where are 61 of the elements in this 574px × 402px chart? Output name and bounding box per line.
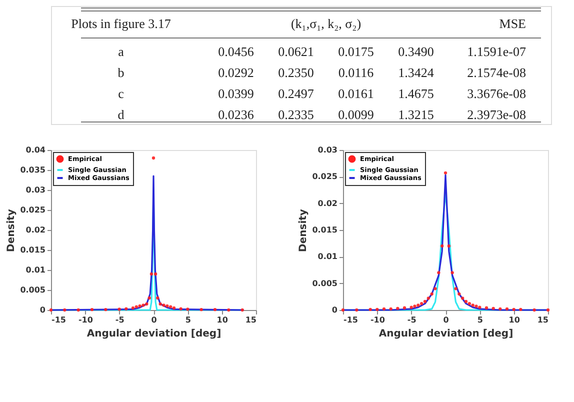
text: Plots in figure 3.17 [71, 16, 172, 31]
text: 0.0161 [338, 86, 374, 101]
text: 0.2497 [278, 86, 314, 101]
text: MSE [499, 16, 526, 31]
x-tick-label: 10 [216, 316, 228, 324]
x-tick-label: -5 [407, 316, 417, 324]
text: (k₁,σ₁, k₂, σ₂) [290, 16, 362, 31]
text: 0.0116 [338, 65, 374, 80]
y-axis-title: Density [6, 208, 18, 252]
y-tick-label: 0.005 [20, 286, 46, 294]
text: 1.3215 [398, 107, 434, 122]
x-tick-label: 15 [245, 316, 257, 324]
y-tick-label: 0.025 [312, 172, 338, 182]
text: 3.3676e-08 [467, 86, 526, 101]
x-tick-label: 10 [508, 316, 520, 324]
x-axis-title: Angular deviation [deg] [86, 328, 222, 340]
text: 1.1591e-07 [467, 44, 526, 59]
text: 0.0456 [218, 44, 254, 59]
y-tick-label: 0.02 [318, 198, 338, 208]
text: 0.2350 [278, 65, 314, 80]
text: a [118, 44, 124, 59]
text: c [118, 86, 124, 101]
x-tick-label: 15 [537, 316, 549, 324]
y-tick-label: 0.025 [20, 206, 46, 214]
text: 0.0175 [338, 44, 374, 59]
x-tick-label: -15 [52, 316, 66, 324]
x-tick-label: -15 [344, 316, 358, 324]
x-tick-label: 5 [185, 316, 192, 324]
text: 0.3490 [398, 44, 434, 59]
y-tick-label: 0.04 [26, 146, 46, 154]
y-tick-label: 0.015 [312, 226, 338, 234]
y-tick-label: 0.015 [20, 246, 46, 254]
x-tick-label: -10 [370, 316, 386, 324]
y-tick-label: 0 [40, 306, 46, 314]
text: d [118, 107, 125, 122]
y-tick-label: 0.03 [26, 186, 46, 194]
y-tick-label: 0 [332, 306, 338, 314]
text: 1.4675 [398, 86, 434, 101]
text: 2.1574e-08 [467, 65, 526, 80]
x-tick-label: -10 [78, 316, 94, 324]
text: b [118, 65, 124, 80]
x-tick-label: 0 [443, 316, 450, 324]
y-tick-label: 0.01 [318, 252, 338, 262]
y-tick-label: 0.03 [318, 146, 338, 154]
text: 0.0621 [278, 44, 314, 59]
y-tick-label: 0.02 [26, 226, 46, 234]
text: 0.0292 [218, 65, 254, 80]
text: 0.0099 [338, 107, 374, 122]
y-tick-label: 0.035 [20, 166, 46, 174]
text: 0.2335 [278, 107, 314, 122]
x-axis-title: Angular deviation [deg] [378, 328, 514, 340]
x-tick-label: -5 [115, 316, 125, 324]
text: 1.3424 [398, 65, 434, 80]
x-tick-label: 0 [151, 316, 158, 324]
y-tick-label: 0.01 [26, 266, 46, 274]
text: 0.0236 [218, 107, 254, 122]
y-axis-title: Density [298, 208, 310, 252]
x-tick-label: 5 [477, 316, 484, 324]
text: 2.3973e-08 [467, 107, 526, 122]
y-tick-label: 0.005 [312, 278, 338, 288]
text: 0.0399 [218, 86, 254, 101]
